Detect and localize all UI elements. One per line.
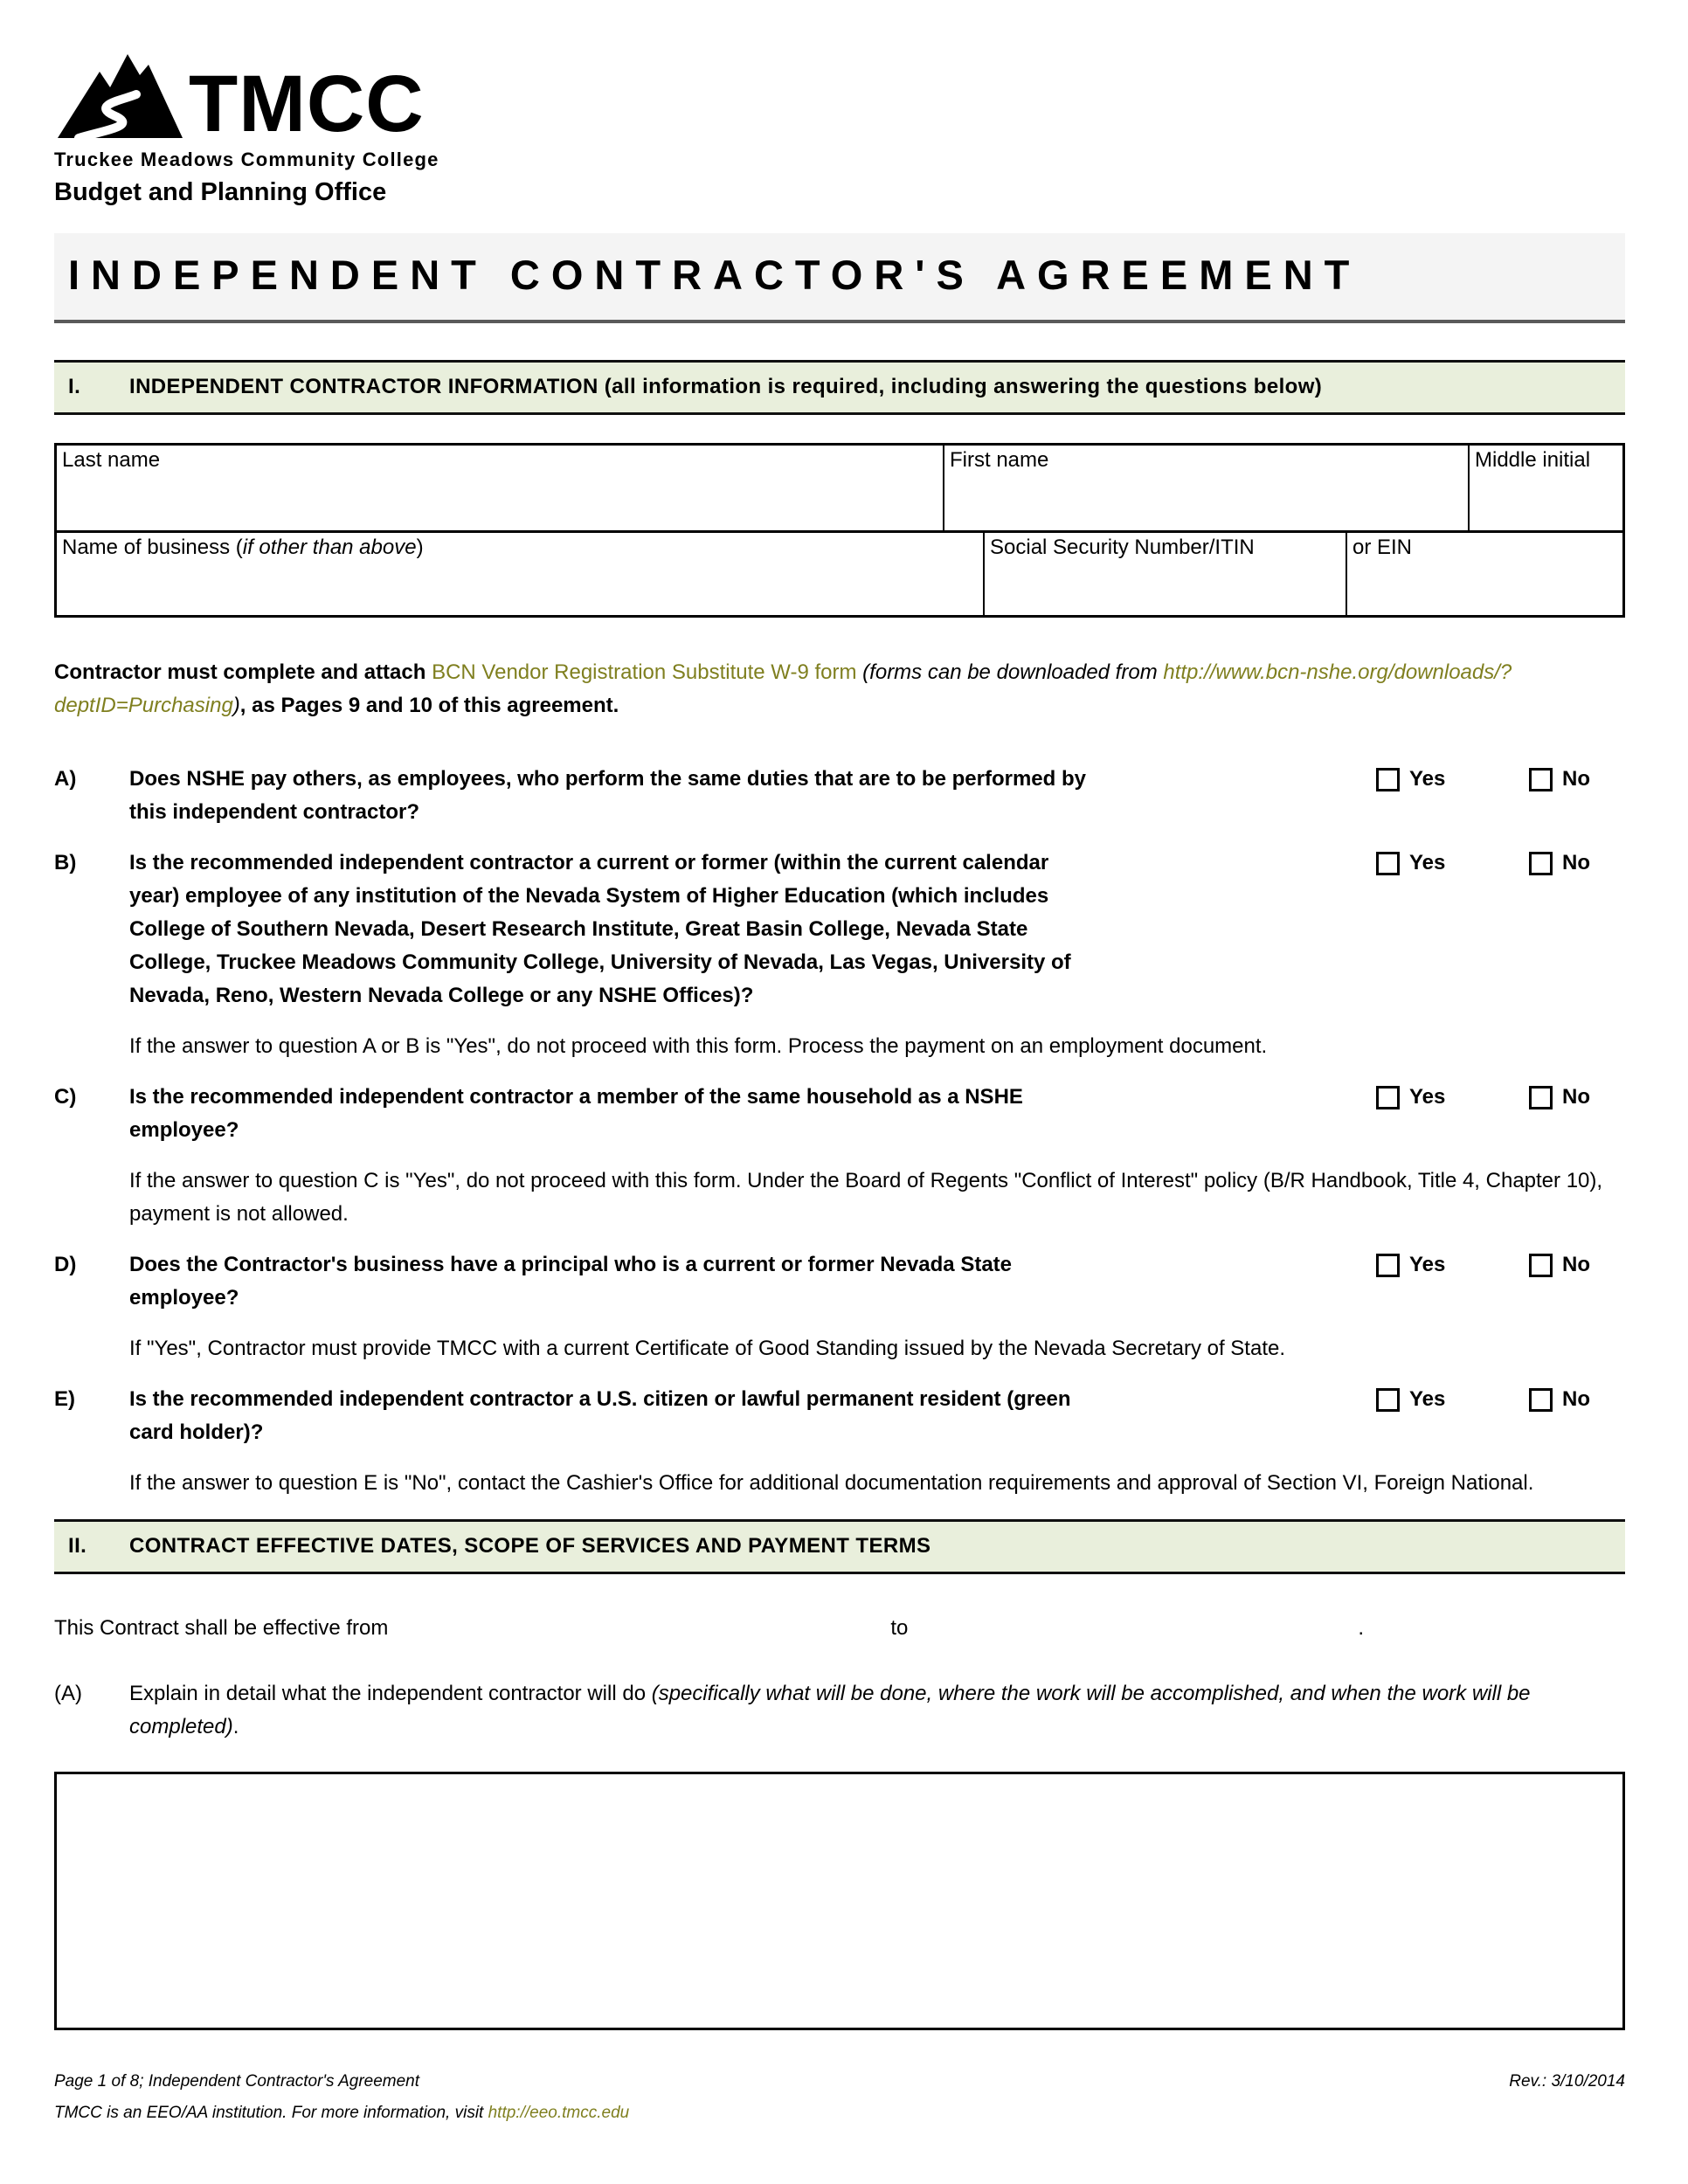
question-d-text: Does the Contractor's business have a pr… bbox=[129, 1253, 1013, 1310]
question-b-text: Is the recommended independent contracto… bbox=[129, 851, 1071, 1007]
footer-eeo-text: TMCC is an EEO/AA institution. For more … bbox=[54, 2104, 488, 2122]
no-label: No bbox=[1562, 1253, 1590, 1276]
business-name-label: Name of business (if other than above) bbox=[62, 536, 424, 559]
ein-label: or EIN bbox=[1352, 536, 1413, 559]
no-label: No bbox=[1562, 851, 1590, 874]
section-2-heading: CONTRACT EFFECTIVE DATES, SCOPE OF SERVI… bbox=[129, 1534, 931, 1558]
eeo-link[interactable]: http://eeo.tmcc.edu bbox=[488, 2104, 630, 2122]
question-e: E) Is the recommended independent contra… bbox=[54, 1383, 1625, 1449]
ssn-itin-field[interactable]: Social Security Number/ITIN bbox=[983, 533, 1346, 615]
effective-to: to bbox=[890, 1616, 909, 1640]
logo-abbr: TMCC bbox=[189, 59, 425, 149]
question-a-no-checkbox[interactable] bbox=[1529, 767, 1553, 791]
org-name: Truckee Meadows Community College bbox=[54, 149, 439, 170]
tmcc-logo: TMCC Truckee Meadows Community College B… bbox=[54, 44, 1625, 207]
bcn-w9-form-link[interactable]: BCN Vendor Registration Substitute W-9 f… bbox=[432, 660, 857, 684]
yes-label: Yes bbox=[1409, 1387, 1446, 1411]
footer-revision: Rev.: 3/10/2014 bbox=[1509, 2072, 1625, 2091]
section-1-number: I. bbox=[68, 375, 81, 398]
page-title: INDEPENDENT CONTRACTOR'S AGREEMENT bbox=[54, 233, 1625, 323]
yes-label: Yes bbox=[1409, 851, 1446, 874]
question-d-yes-checkbox[interactable] bbox=[1376, 1253, 1400, 1277]
question-b-no-checkbox[interactable] bbox=[1529, 851, 1553, 875]
work-description-box[interactable] bbox=[54, 1772, 1625, 2030]
question-d-letter: D) bbox=[54, 1253, 77, 1276]
section-1-heading: INDEPENDENT CONTRACTOR INFORMATION (all … bbox=[129, 375, 1323, 398]
note-c-text: If the answer to question C is "Yes", do… bbox=[129, 1169, 1603, 1226]
first-name-label: First name bbox=[950, 448, 1049, 472]
note-e-text: If the answer to question E is "No", con… bbox=[129, 1471, 1534, 1495]
note-ab-text: If the answer to question A or B is "Yes… bbox=[129, 1034, 1268, 1058]
question-d: D) Does the Contractor's business have a… bbox=[54, 1248, 1625, 1315]
no-label: No bbox=[1562, 767, 1590, 791]
section-2-header: II. CONTRACT EFFECTIVE DATES, SCOPE OF S… bbox=[54, 1519, 1625, 1574]
note-question-c: If the answer to question C is "Yes", do… bbox=[54, 1165, 1625, 1231]
effective-period: . bbox=[1358, 1616, 1365, 1640]
attach-w9-paragraph: Contractor must complete and attach BCN … bbox=[54, 660, 1512, 717]
question-list: A) Does NSHE pay others, as employees, w… bbox=[54, 763, 1625, 1500]
table-row: Name of business (if other than above) S… bbox=[57, 530, 1622, 615]
question-b-letter: B) bbox=[54, 851, 77, 874]
item-a: (A) Explain in detail what the independe… bbox=[54, 1677, 1625, 1744]
question-a-letter: A) bbox=[54, 767, 77, 791]
question-e-yes-checkbox[interactable] bbox=[1376, 1387, 1400, 1412]
last-name-field[interactable]: Last name bbox=[57, 446, 943, 530]
ssn-itin-label: Social Security Number/ITIN bbox=[990, 536, 1255, 559]
question-a-yes-checkbox[interactable] bbox=[1376, 767, 1400, 791]
middle-initial-field[interactable]: Middle initial bbox=[1468, 446, 1622, 530]
question-e-no-checkbox[interactable] bbox=[1529, 1387, 1553, 1412]
office-name: Budget and Planning Office bbox=[54, 178, 387, 206]
note-question-ab: If the answer to question A or B is "Yes… bbox=[54, 1030, 1625, 1063]
question-c-yes-checkbox[interactable] bbox=[1376, 1085, 1400, 1109]
question-c-text: Is the recommended independent contracto… bbox=[129, 1085, 1023, 1142]
section-2-number: II. bbox=[68, 1534, 87, 1558]
question-a: A) Does NSHE pay others, as employees, w… bbox=[54, 763, 1625, 829]
item-a-letter: (A) bbox=[54, 1682, 82, 1705]
question-b-yes-checkbox[interactable] bbox=[1376, 851, 1400, 875]
ein-field[interactable]: or EIN bbox=[1346, 533, 1622, 615]
last-name-label: Last name bbox=[62, 448, 161, 472]
mountain-icon bbox=[58, 54, 183, 142]
question-b: B) Is the recommended independent contra… bbox=[54, 847, 1625, 1013]
no-label: No bbox=[1562, 1387, 1590, 1411]
page-footer: Page 1 of 8; Independent Contractor's Ag… bbox=[54, 2072, 1625, 2123]
note-question-e: If the answer to question E is "No", con… bbox=[54, 1467, 1625, 1500]
table-row: Last name First name Middle initial bbox=[57, 446, 1622, 530]
section-1-header: I. INDEPENDENT CONTRACTOR INFORMATION (a… bbox=[54, 360, 1625, 415]
first-name-field[interactable]: First name bbox=[943, 446, 1468, 530]
contractor-info-table: Last name First name Middle initial Name… bbox=[54, 443, 1625, 618]
question-a-text: Does NSHE pay others, as employees, who … bbox=[129, 767, 1086, 824]
no-label: No bbox=[1562, 1085, 1590, 1109]
yes-label: Yes bbox=[1409, 767, 1446, 791]
middle-initial-label: Middle initial bbox=[1475, 448, 1591, 472]
yes-label: Yes bbox=[1409, 1085, 1446, 1109]
effective-prefix: This Contract shall be effective from bbox=[54, 1616, 389, 1640]
note-question-d: If "Yes", Contractor must provide TMCC w… bbox=[54, 1332, 1625, 1365]
form-page: TMCC Truckee Meadows Community College B… bbox=[54, 0, 1625, 2123]
yes-label: Yes bbox=[1409, 1253, 1446, 1276]
question-d-no-checkbox[interactable] bbox=[1529, 1253, 1553, 1277]
question-e-letter: E) bbox=[54, 1387, 75, 1411]
effective-dates-line: This Contract shall be effective from to… bbox=[54, 1616, 1625, 1641]
question-c-no-checkbox[interactable] bbox=[1529, 1085, 1553, 1109]
footer-page-info: Page 1 of 8; Independent Contractor's Ag… bbox=[54, 2072, 420, 2091]
question-c: C) Is the recommended independent contra… bbox=[54, 1081, 1625, 1147]
question-c-letter: C) bbox=[54, 1085, 77, 1109]
bcn-downloads-link[interactable]: http://www.bcn-nshe.org/downloads/?deptI… bbox=[54, 660, 1512, 717]
question-e-text: Is the recommended independent contracto… bbox=[129, 1387, 1071, 1444]
business-name-field[interactable]: Name of business (if other than above) bbox=[57, 533, 983, 615]
item-a-text: Explain in detail what the independent c… bbox=[129, 1682, 1531, 1738]
note-d-text: If "Yes", Contractor must provide TMCC w… bbox=[129, 1337, 1285, 1360]
